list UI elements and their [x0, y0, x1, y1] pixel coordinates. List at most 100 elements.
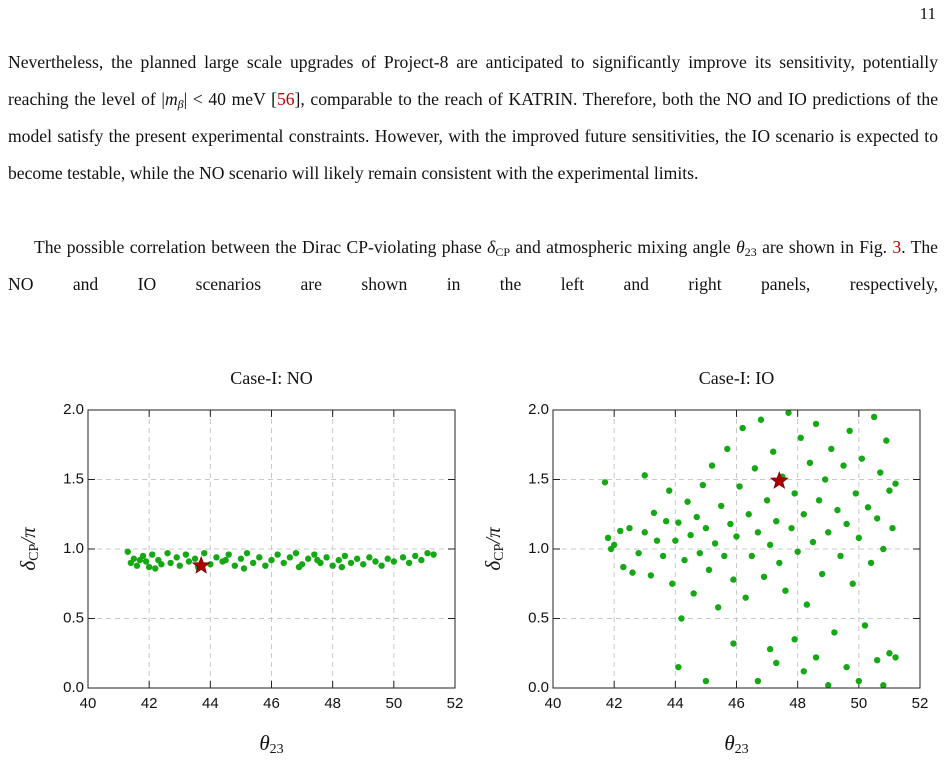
point — [295, 563, 303, 571]
point — [782, 587, 789, 594]
text: and atmospheric mixing angle — [510, 237, 737, 257]
point — [766, 645, 774, 653]
point — [855, 677, 863, 685]
math-subscript: β — [178, 97, 184, 111]
point — [182, 551, 190, 558]
point — [601, 479, 609, 486]
point — [286, 554, 294, 561]
point — [158, 561, 165, 568]
point — [843, 520, 850, 528]
point — [240, 565, 248, 572]
point — [626, 524, 633, 532]
point — [886, 487, 893, 494]
point — [641, 472, 648, 479]
math: /π — [481, 527, 505, 545]
point — [305, 555, 312, 562]
point — [788, 524, 795, 532]
point — [736, 483, 743, 490]
point — [825, 682, 832, 689]
y-tick-label: 0.0 — [528, 679, 549, 696]
point — [727, 520, 734, 528]
point — [773, 518, 780, 525]
point — [173, 554, 180, 561]
math: β — [177, 97, 184, 111]
x-tick-label: 52 — [447, 695, 464, 712]
point — [675, 519, 682, 526]
point — [338, 563, 346, 571]
point — [849, 580, 856, 587]
point — [861, 622, 869, 629]
chart-title: Case-I: IO — [699, 368, 774, 388]
point — [268, 556, 275, 564]
point — [130, 555, 138, 562]
point — [687, 531, 694, 539]
point — [877, 469, 884, 476]
point — [675, 663, 682, 671]
point — [292, 549, 300, 557]
point — [424, 549, 431, 557]
point — [152, 565, 159, 572]
text: ], comparable to the reach of KATRIN. Th… — [8, 89, 939, 183]
point — [681, 556, 688, 564]
best-fit-star — [191, 555, 211, 574]
chart-title: Case-I: NO — [230, 368, 312, 388]
text: are shown in Fig. — [756, 237, 893, 257]
point — [828, 445, 835, 453]
math: δ — [481, 560, 505, 571]
point — [873, 515, 881, 522]
point — [323, 554, 330, 561]
point — [785, 409, 792, 416]
point — [748, 552, 755, 560]
point — [372, 558, 379, 565]
math: δ — [16, 560, 40, 571]
point — [800, 511, 807, 518]
point — [133, 562, 141, 569]
point — [124, 548, 131, 555]
point — [742, 594, 749, 601]
point — [167, 559, 174, 567]
point — [650, 509, 658, 517]
point — [797, 434, 804, 441]
point — [718, 502, 725, 510]
best-fit-star — [770, 471, 789, 489]
point — [335, 556, 342, 564]
point — [812, 654, 820, 661]
paragraph: The possible correlation between the Dir… — [8, 229, 938, 303]
point — [659, 552, 667, 560]
x-tick-label: 40 — [80, 695, 97, 712]
text: The possible correlation between the Dir… — [34, 237, 488, 257]
point — [699, 481, 707, 489]
point — [231, 562, 238, 569]
math-subscript: CP — [27, 544, 42, 561]
math: /π — [16, 527, 40, 545]
point — [800, 668, 807, 675]
point — [766, 541, 774, 549]
point — [763, 497, 771, 504]
point — [724, 445, 731, 453]
point — [341, 552, 349, 560]
point — [176, 562, 183, 569]
point — [366, 554, 373, 561]
figure-ref[interactable]: 3 — [892, 237, 902, 257]
point — [803, 601, 811, 608]
math: θ — [736, 237, 745, 257]
y-tick-label: 0.5 — [528, 609, 549, 626]
point — [880, 682, 887, 689]
point — [669, 580, 676, 587]
point — [617, 527, 624, 535]
point — [889, 524, 896, 532]
text: Nevertheless, the planned large scale up… — [8, 52, 938, 109]
citation[interactable]: 56 — [276, 89, 295, 109]
plot-frame — [552, 409, 921, 689]
point — [213, 554, 220, 561]
point — [604, 534, 612, 542]
point — [730, 640, 737, 647]
point — [739, 424, 746, 432]
point — [280, 559, 287, 567]
y-tick-label: 1.5 — [63, 470, 84, 487]
point — [864, 504, 872, 511]
point — [641, 529, 648, 536]
point — [852, 490, 859, 497]
point — [647, 572, 655, 579]
